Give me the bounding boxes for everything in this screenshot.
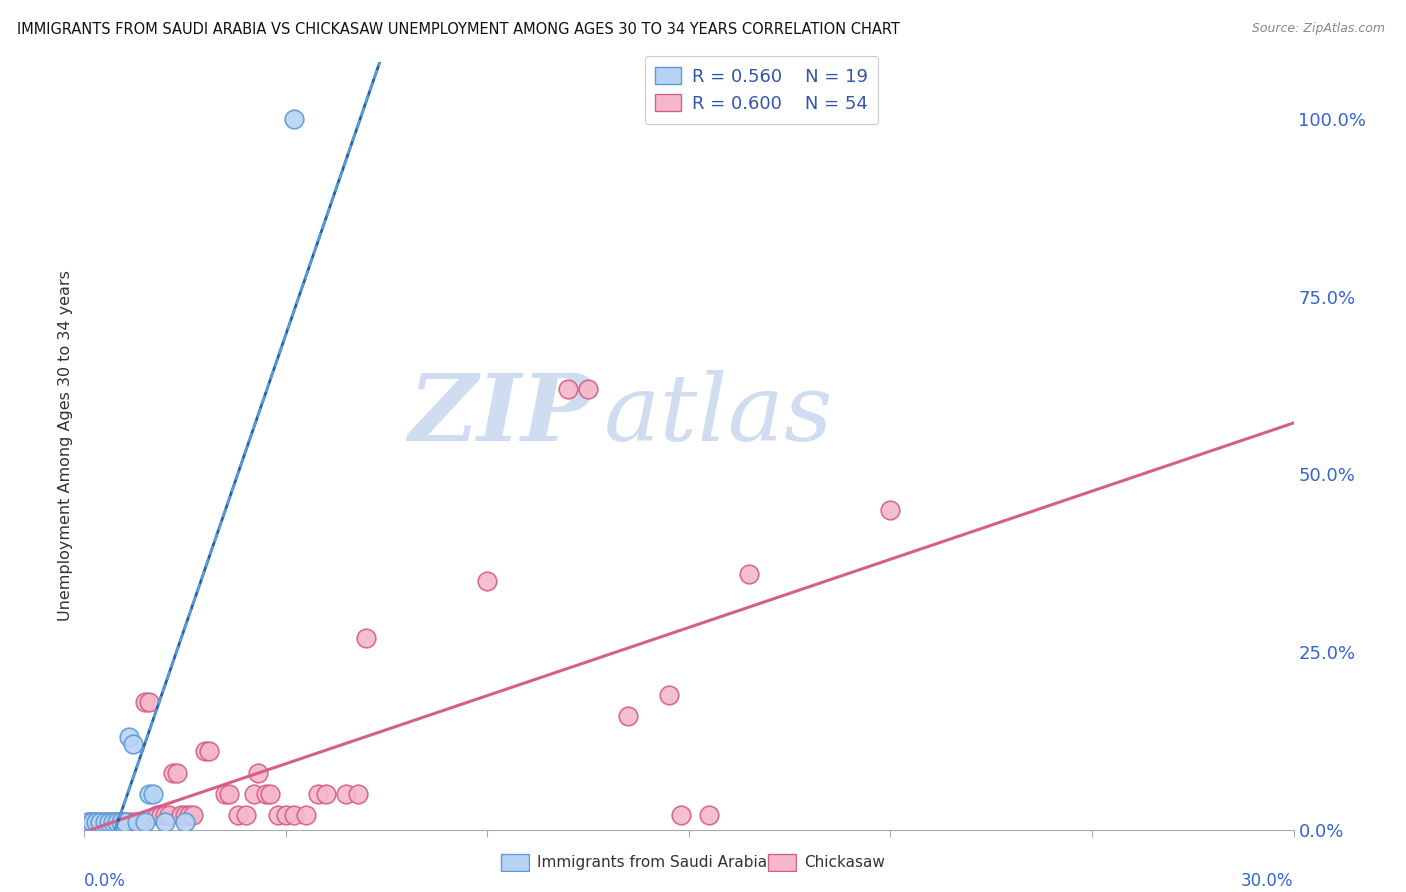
Text: 0.0%: 0.0% <box>84 871 127 889</box>
Y-axis label: Unemployment Among Ages 30 to 34 years: Unemployment Among Ages 30 to 34 years <box>58 270 73 622</box>
Point <box>335 787 357 801</box>
Point <box>235 808 257 822</box>
Point <box>166 765 188 780</box>
Point <box>879 503 901 517</box>
Point <box>101 815 124 830</box>
Point <box>658 688 681 702</box>
Point <box>153 808 176 822</box>
Point <box>118 815 141 830</box>
Point <box>170 808 193 822</box>
Point <box>356 631 378 645</box>
Point <box>105 815 128 830</box>
Point <box>259 787 281 801</box>
Point <box>82 815 104 830</box>
Point <box>576 382 599 396</box>
Point <box>283 112 305 127</box>
Legend: R = 0.560    N = 19, R = 0.600    N = 54: R = 0.560 N = 19, R = 0.600 N = 54 <box>644 56 879 123</box>
Point <box>138 695 160 709</box>
Point <box>110 815 132 830</box>
Point <box>477 574 499 588</box>
Point <box>93 815 115 830</box>
Text: atlas: atlas <box>605 370 834 460</box>
Text: Source: ZipAtlas.com: Source: ZipAtlas.com <box>1251 22 1385 36</box>
Point <box>153 815 176 830</box>
Point <box>125 815 148 830</box>
Point <box>162 765 184 780</box>
Point <box>97 815 120 830</box>
Point <box>226 808 249 822</box>
Point <box>93 815 115 830</box>
Point <box>149 808 172 822</box>
Point <box>121 737 143 751</box>
Point <box>125 815 148 830</box>
Text: ZIP: ZIP <box>408 370 592 460</box>
Point <box>194 744 217 758</box>
Point <box>181 808 204 822</box>
Point <box>82 815 104 830</box>
Point <box>198 744 221 758</box>
Point <box>315 787 337 801</box>
Point <box>86 815 108 830</box>
Point <box>97 815 120 830</box>
Point <box>246 765 269 780</box>
Point <box>134 695 156 709</box>
Point <box>295 808 318 822</box>
Point <box>77 815 100 830</box>
Point <box>174 815 197 830</box>
Point <box>77 815 100 830</box>
Text: 30.0%: 30.0% <box>1241 871 1294 889</box>
Point <box>89 815 111 830</box>
Point <box>267 808 290 822</box>
Point <box>557 382 579 396</box>
Point <box>105 815 128 830</box>
Point <box>142 787 165 801</box>
Point <box>254 787 277 801</box>
Point <box>157 808 180 822</box>
Point <box>86 815 108 830</box>
Point <box>110 815 132 830</box>
Point <box>134 815 156 830</box>
Point <box>146 808 169 822</box>
Point <box>174 808 197 822</box>
Point <box>274 808 297 822</box>
Text: IMMIGRANTS FROM SAUDI ARABIA VS CHICKASAW UNEMPLOYMENT AMONG AGES 30 TO 34 YEARS: IMMIGRANTS FROM SAUDI ARABIA VS CHICKASA… <box>17 22 900 37</box>
Text: Immigrants from Saudi Arabia: Immigrants from Saudi Arabia <box>537 855 768 870</box>
Text: Chickasaw: Chickasaw <box>804 855 886 870</box>
Point <box>347 787 370 801</box>
Point <box>114 815 136 830</box>
Point <box>307 787 329 801</box>
Point <box>617 709 640 723</box>
Point <box>242 787 264 801</box>
Point <box>218 787 240 801</box>
Point <box>118 730 141 744</box>
Point <box>214 787 236 801</box>
Point <box>138 787 160 801</box>
Point <box>129 815 152 830</box>
Point <box>121 815 143 830</box>
Point <box>669 808 692 822</box>
Point <box>114 815 136 830</box>
Point <box>697 808 720 822</box>
Point <box>101 815 124 830</box>
Point <box>738 566 761 581</box>
Point <box>283 808 305 822</box>
Point <box>89 815 111 830</box>
Point <box>179 808 201 822</box>
